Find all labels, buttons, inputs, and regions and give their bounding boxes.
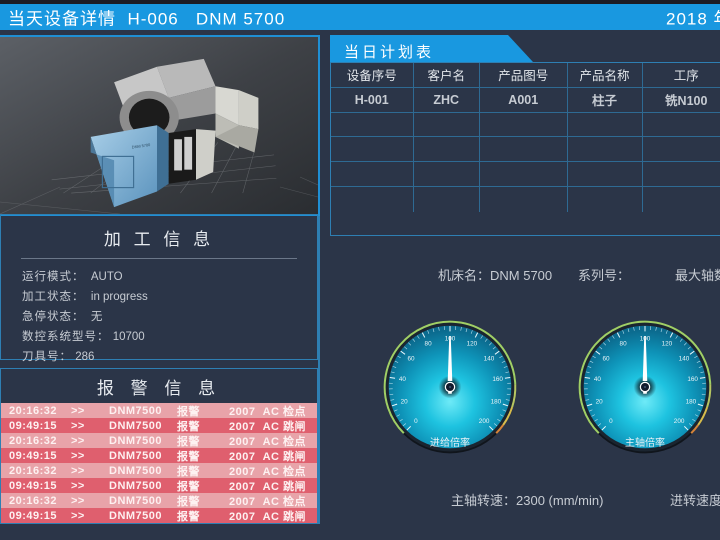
svg-text:140: 140 bbox=[484, 355, 495, 362]
svg-text:120: 120 bbox=[662, 341, 673, 348]
svg-text:200: 200 bbox=[479, 418, 490, 425]
svg-text:160: 160 bbox=[492, 376, 503, 383]
svg-text:180: 180 bbox=[491, 399, 502, 406]
svg-text:80: 80 bbox=[620, 341, 628, 348]
svg-text:20: 20 bbox=[596, 399, 604, 406]
svg-text:40: 40 bbox=[399, 376, 407, 383]
svg-text:40: 40 bbox=[594, 376, 602, 383]
svg-text:0: 0 bbox=[414, 418, 418, 425]
svg-text:80: 80 bbox=[425, 341, 433, 348]
svg-text:180: 180 bbox=[686, 399, 697, 406]
svg-text:140: 140 bbox=[679, 355, 690, 362]
svg-text:主轴倍率: 主轴倍率 bbox=[625, 436, 665, 449]
svg-text:200: 200 bbox=[674, 418, 685, 425]
svg-text:60: 60 bbox=[602, 355, 610, 362]
svg-text:120: 120 bbox=[467, 341, 478, 348]
svg-text:60: 60 bbox=[407, 355, 415, 362]
svg-text:160: 160 bbox=[687, 376, 698, 383]
svg-text:0: 0 bbox=[609, 418, 613, 425]
svg-text:进给倍率: 进给倍率 bbox=[430, 436, 470, 449]
svg-text:20: 20 bbox=[401, 399, 409, 406]
